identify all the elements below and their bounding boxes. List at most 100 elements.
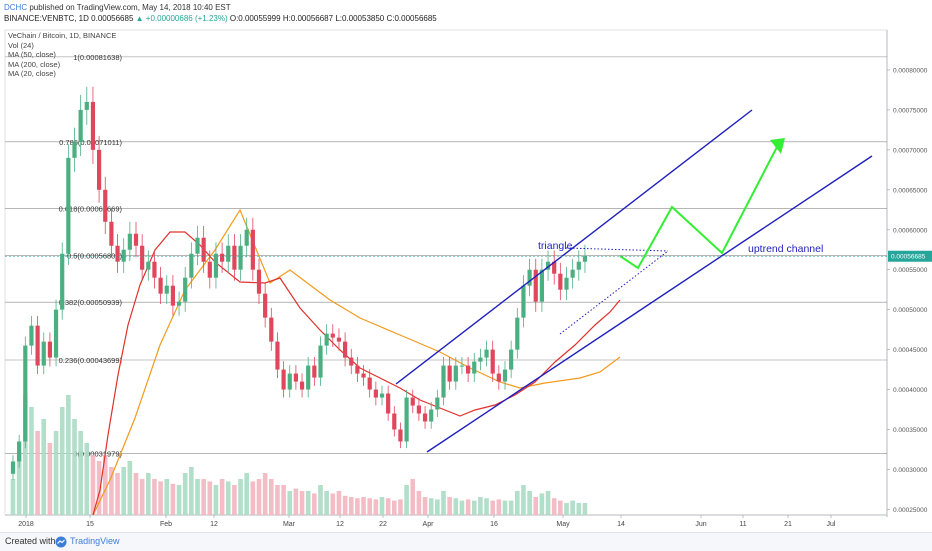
candle-body	[373, 389, 378, 398]
ma50-line	[92, 208, 621, 516]
candle-body	[472, 361, 477, 374]
candle-body	[533, 269, 538, 302]
last-price-tag	[888, 250, 932, 262]
x-tick-label: 15	[86, 521, 94, 528]
volume-bar	[102, 455, 108, 515]
volume-bar	[484, 498, 489, 515]
candle-body	[226, 245, 231, 262]
candle-body	[10, 461, 16, 474]
volume-bar	[121, 467, 126, 515]
x-tick-label: 14	[617, 521, 625, 528]
candle-body	[422, 413, 428, 422]
legend-title: VeChain / Bitcoin, 1D, BINANCE	[8, 31, 117, 40]
candle-body	[502, 369, 508, 382]
volume-bar	[410, 479, 416, 515]
candle-body	[170, 285, 175, 306]
tradingview-brand[interactable]: TradingView	[70, 536, 120, 546]
volume-bar	[127, 461, 133, 515]
fib-level-label: 1(0.00081638)	[73, 53, 122, 62]
volume-bar	[435, 499, 440, 515]
candle-body	[441, 365, 446, 398]
volume-bar	[570, 500, 575, 515]
fib-level-label: 0.236(0.00043699)	[59, 356, 123, 365]
volume-bar	[305, 491, 311, 515]
fib-level-label: 0.618(0.00062669)	[59, 204, 123, 213]
volume-bar	[496, 499, 502, 515]
candle-body	[453, 365, 458, 382]
candle-body	[41, 341, 46, 366]
candle-body	[330, 333, 335, 338]
legend-ma50[interactable]: MA (50, close)	[8, 50, 56, 59]
volume-bar	[398, 499, 403, 515]
candle-body	[275, 341, 280, 370]
candle-body	[490, 349, 495, 374]
high-value: H:0.00056687	[282, 14, 334, 23]
volume-bar	[41, 419, 47, 515]
volume-bar	[582, 503, 588, 515]
volume-bar	[515, 491, 520, 515]
candle-body	[158, 277, 163, 294]
y-tick-label: 0.00075000	[893, 107, 928, 114]
candle-body	[478, 357, 483, 362]
candle-body	[164, 285, 169, 294]
publisher-name[interactable]: DCHC	[4, 3, 28, 12]
candle-body	[97, 149, 102, 190]
volume-bar	[392, 500, 397, 515]
candle-body	[121, 249, 126, 262]
candle-body	[220, 253, 225, 262]
y-tick-label: 0.00025000	[893, 507, 928, 514]
candle-body	[35, 325, 40, 366]
triangle-annotation: triangle	[538, 240, 573, 252]
volume-bar	[293, 488, 299, 515]
candle-body	[53, 309, 59, 358]
candle-body	[281, 369, 286, 390]
candle-body	[312, 365, 317, 378]
candle-body	[459, 365, 465, 367]
legend-ma20[interactable]: MA (20, close)	[8, 69, 56, 78]
volume-bar	[53, 431, 59, 515]
candle-body	[152, 261, 157, 278]
fib-level-label: 0(0.00031979)	[73, 450, 122, 459]
legend-ma200[interactable]: MA (200, close)	[8, 59, 61, 69]
fib-level-label: 0.786(0.00071011)	[59, 138, 122, 147]
candle-body	[496, 373, 501, 382]
candle-body	[78, 109, 83, 142]
channel-lower-line	[426, 155, 873, 453]
candle-body	[379, 393, 385, 398]
volume-bar	[90, 455, 96, 515]
volume-bar	[78, 431, 83, 515]
volume-bar	[324, 491, 329, 515]
candle-body	[244, 229, 249, 246]
x-tick-label: May	[556, 521, 570, 528]
candle-body	[72, 141, 77, 158]
candle-body	[306, 365, 311, 390]
volume-bar	[336, 491, 342, 515]
volume-bar	[207, 481, 213, 515]
volume-bar	[533, 497, 539, 515]
volume-bar	[232, 485, 237, 515]
volume-bar	[189, 467, 194, 515]
candle-body	[207, 261, 212, 278]
candle-body	[404, 397, 409, 442]
volume-bar	[545, 491, 551, 515]
candle-body	[318, 345, 323, 378]
volume-bar	[176, 485, 182, 515]
volume-bar	[348, 497, 354, 515]
open-value: O:0.00055999	[229, 14, 281, 23]
candle-body	[256, 269, 262, 294]
price-chart[interactable]: 0.00080000 0.00075000 0.00070000 0.00065000…	[0, 28, 932, 532]
fib-level-label: 0.382(0.00050939)	[59, 298, 123, 307]
candle-body	[466, 365, 471, 374]
y-tick-label: 0.00045000	[893, 347, 928, 354]
legend-vol[interactable]: Vol (24)	[8, 40, 34, 50]
volume-bar	[275, 485, 280, 515]
x-tick-label: 21	[784, 521, 792, 528]
x-tick-label: 22	[379, 521, 387, 528]
x-tick-label: Apr	[423, 521, 435, 528]
volume-bar	[576, 503, 582, 515]
volume-bar	[10, 479, 16, 515]
plot-frame	[4, 29, 888, 516]
candle-body	[509, 349, 514, 370]
volume-bar	[182, 473, 188, 515]
volume-bar	[551, 498, 557, 515]
